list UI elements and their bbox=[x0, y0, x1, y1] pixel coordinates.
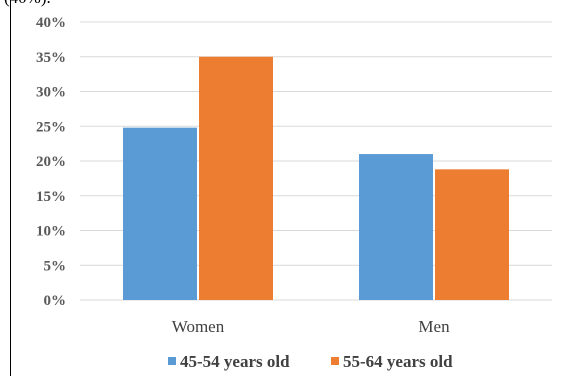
legend-label: 55-64 years old bbox=[343, 352, 453, 371]
header-text-fragment: (40%). bbox=[4, 0, 51, 8]
y-tick-label: 20% bbox=[36, 154, 66, 170]
y-tick-label: 0% bbox=[44, 293, 67, 309]
x-category-label: Men bbox=[418, 317, 450, 336]
y-tick-label: 25% bbox=[36, 119, 66, 135]
y-tick-label: 30% bbox=[36, 85, 66, 101]
y-tick-label: 10% bbox=[36, 224, 66, 240]
y-tick-label: 40% bbox=[36, 15, 66, 31]
bar bbox=[199, 56, 273, 300]
legend-swatch bbox=[331, 357, 339, 365]
legend-swatch bbox=[168, 357, 176, 365]
bar bbox=[435, 169, 509, 300]
y-tick-label: 15% bbox=[36, 189, 66, 205]
legend-label: 45-54 years old bbox=[180, 352, 290, 371]
bar bbox=[123, 127, 197, 300]
y-tick-label: 35% bbox=[36, 50, 66, 66]
bar bbox=[359, 154, 433, 300]
left-border-line bbox=[10, 0, 11, 376]
y-tick-label: 5% bbox=[44, 258, 67, 274]
x-category-label: Women bbox=[172, 317, 225, 336]
